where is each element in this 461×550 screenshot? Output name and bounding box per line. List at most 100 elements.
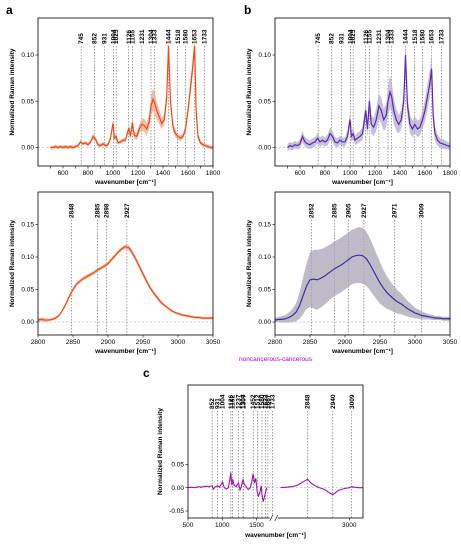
peak-label: 1653: [429, 29, 436, 44]
axis-break-mask: [269, 515, 278, 521]
peak-label: 1155: [129, 30, 136, 44]
chart-panel-b-bottom: 2852 2885 2905 2927 2971 3009 2800 2850 2900 2950…: [246, 191, 458, 355]
axis-break-mark: [269, 514, 274, 522]
peak-label: 1444: [166, 29, 173, 44]
panel-letter-b: b: [244, 3, 251, 17]
std-band: [38, 244, 213, 322]
plot-frame: [274, 191, 451, 336]
peak-label: 1452: [250, 394, 257, 409]
x-tick-label: 600: [58, 170, 69, 177]
peak-label: 931: [101, 33, 108, 44]
y-tick-label: 0.05: [258, 287, 271, 294]
peak-label: 1126: [363, 30, 370, 44]
peak-label: 1733: [269, 394, 276, 409]
y-tick-label: 0.05: [21, 98, 34, 105]
mean-spectrum-line: [287, 54, 451, 148]
x-tick-label: 800: [83, 170, 94, 177]
x-tick-label: 3000: [171, 339, 186, 346]
x-tick-label: 1600: [418, 170, 433, 177]
peak-label: 852: [329, 33, 336, 44]
peak-label: 1025: [113, 29, 120, 44]
x-tick-label: 2800: [31, 339, 46, 346]
peak-label: 2885: [95, 203, 102, 218]
x-tick-label: 600: [295, 170, 306, 177]
peak-label: 1518: [175, 29, 182, 44]
x-tick-label: 1800: [443, 170, 458, 177]
peak-label: 2848: [69, 203, 76, 218]
x-tick-label: 500: [183, 522, 194, 529]
peak-label: 1653: [192, 29, 199, 44]
peak-label: 931: [338, 33, 345, 44]
x-tick-label: 1200: [368, 170, 383, 177]
panel-letter-a: a: [6, 3, 13, 17]
peak-label: 1518: [412, 29, 419, 44]
x-tick-label: 1600: [181, 170, 196, 177]
peak-label: 2927: [124, 203, 131, 218]
x-tick-label: 3000: [342, 522, 357, 529]
peak-label: 1307: [240, 394, 247, 409]
x-tick-label: 2950: [136, 339, 151, 346]
x-tick-label: 1800: [206, 170, 221, 177]
x-tick-label: 2850: [303, 339, 318, 346]
peak-label: 1733: [439, 29, 446, 44]
peak-label: 1231: [376, 29, 383, 44]
x-tick-label: 1500: [249, 522, 264, 529]
peak-label: 2885: [332, 203, 339, 218]
y-tick-label: 0.00: [21, 145, 34, 152]
peak-label: 745: [315, 33, 322, 44]
y-tick-label: -0.05: [169, 508, 184, 515]
chart-subtitle: noncancerous-cancerous: [239, 356, 313, 363]
peak-label: 2971: [392, 203, 399, 218]
peak-label: 1444: [403, 29, 410, 44]
y-tick-label: 0.15: [21, 222, 34, 229]
peak-label: 1231: [139, 29, 146, 44]
x-tick-label: 3050: [206, 339, 221, 346]
peak-label: 1004: [220, 394, 227, 409]
x-tick-label: 1200: [131, 170, 146, 177]
x-tick-label: 2950: [373, 339, 388, 346]
std-band: [275, 227, 450, 323]
peak-label: 852: [92, 33, 99, 44]
peak-label: 1333: [389, 29, 396, 44]
plot-frame: [37, 191, 214, 336]
x-axis-label: wavenumber [cm⁻¹]: [331, 348, 393, 355]
peak-label: 1512: [254, 394, 261, 409]
peak-label: 1004: [348, 29, 355, 44]
chart-panel-a-bottom: 2848 2885 2898 2927 2800 2850 2900 2950 3000 3050…: [9, 191, 221, 355]
x-tick-label: 2850: [66, 339, 81, 346]
y-axis-label: Normalized Raman intensity: [9, 220, 16, 307]
x-tick-label: 1000: [215, 522, 230, 529]
x-tick-label: 1000: [343, 170, 358, 177]
peak-label: 2905: [346, 203, 353, 218]
peak-label: 1667: [265, 394, 272, 409]
peak-label: 1304: [148, 29, 155, 44]
peak-label: 1632: [263, 394, 270, 409]
x-tick-label: 3000: [408, 339, 423, 346]
y-tick-label: 0.10: [21, 254, 34, 261]
x-tick-label: 1400: [393, 170, 408, 177]
x-axis-label: wavenumber [cm⁻¹]: [94, 348, 156, 355]
peak-label: 1733: [202, 29, 209, 44]
peak-label: 1126: [228, 395, 235, 409]
y-tick-label: 0.00: [21, 319, 34, 326]
x-tick-label: 1400: [156, 170, 171, 177]
std-band: [287, 42, 450, 152]
x-tick-label: 2900: [101, 339, 116, 346]
y-tick-label: 0.15: [258, 222, 271, 229]
peak-label: 852: [209, 398, 216, 409]
y-tick-label: 0.00: [171, 485, 184, 492]
peak-label: 1152: [230, 395, 237, 409]
peak-label: 1004: [111, 29, 118, 44]
mean-spectrum-line: [274, 254, 450, 321]
peak-label: 2852: [308, 203, 315, 218]
y-tick-label: 0.10: [258, 254, 271, 261]
x-axis-label: wavenumber [cm⁻¹]: [244, 532, 306, 539]
peak-label: 1304: [240, 394, 247, 409]
x-tick-label: 2800: [268, 339, 283, 346]
peak-label: 1126: [126, 30, 133, 44]
x-axis-label: wavenumber [cm⁻¹]: [94, 179, 156, 186]
x-tick-label: 1000: [106, 170, 121, 177]
